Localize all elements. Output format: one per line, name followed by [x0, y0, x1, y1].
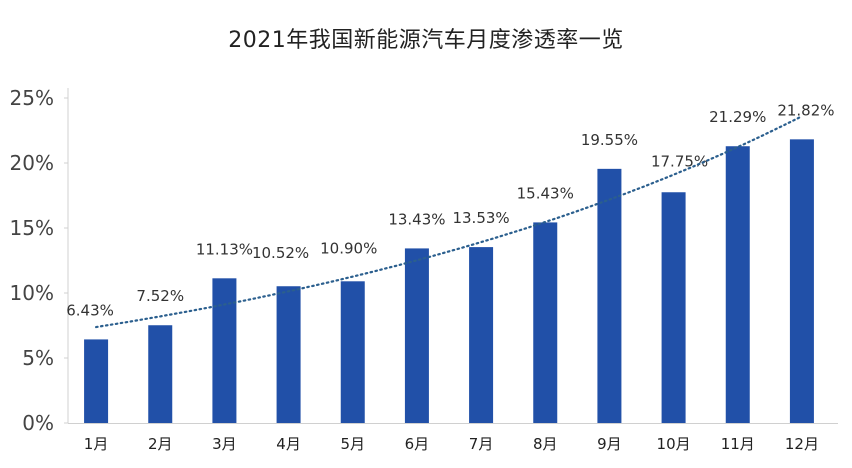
data-label: 21.29%: [709, 108, 766, 126]
y-tick-label: 10%: [10, 281, 54, 305]
data-label: 11.13%: [196, 240, 253, 258]
x-tick-label: 2月: [148, 435, 173, 453]
chart-title: 2021年我国新能源汽车月度渗透率一览: [228, 28, 624, 53]
y-tick-label: 20%: [10, 151, 54, 175]
x-tick-label: 7月: [469, 435, 494, 453]
data-label: 21.82%: [777, 101, 834, 119]
x-tick-label: 12月: [785, 435, 819, 453]
data-label: 15.43%: [517, 184, 574, 202]
y-tick-label: 5%: [22, 346, 54, 370]
x-tick-label: 9月: [597, 435, 622, 453]
bar: [276, 286, 301, 423]
data-label: 6.43%: [66, 301, 114, 319]
bar: [533, 222, 558, 423]
x-tick-label: 6月: [405, 435, 430, 453]
data-label: 13.43%: [388, 210, 445, 228]
bar: [789, 139, 814, 423]
x-tick-label: 5月: [340, 435, 365, 453]
data-label: 10.52%: [252, 244, 309, 262]
x-tick-label: 10月: [657, 435, 691, 453]
y-tick-label: 0%: [22, 411, 54, 435]
x-tick-label: 4月: [276, 435, 301, 453]
data-label: 7.52%: [136, 287, 184, 305]
bar: [725, 146, 750, 424]
data-label: 19.55%: [581, 131, 638, 149]
data-label: 17.75%: [651, 152, 708, 170]
bar: [469, 247, 494, 423]
data-label: 10.90%: [320, 239, 377, 257]
bar: [661, 192, 686, 423]
y-tick-label: 15%: [10, 216, 54, 240]
bar: [340, 281, 365, 423]
x-tick-label: 1月: [84, 435, 109, 453]
bar: [148, 325, 173, 423]
x-tick-label: 11月: [721, 435, 755, 453]
trendline: [94, 115, 804, 329]
x-tick-label: 3月: [212, 435, 237, 453]
bar: [597, 168, 622, 423]
y-tick-label: 25%: [10, 86, 54, 110]
bar: [84, 339, 109, 423]
data-label: 13.53%: [452, 209, 509, 227]
x-tick-label: 8月: [533, 435, 558, 453]
bar: [212, 278, 237, 423]
bar: [404, 248, 429, 423]
